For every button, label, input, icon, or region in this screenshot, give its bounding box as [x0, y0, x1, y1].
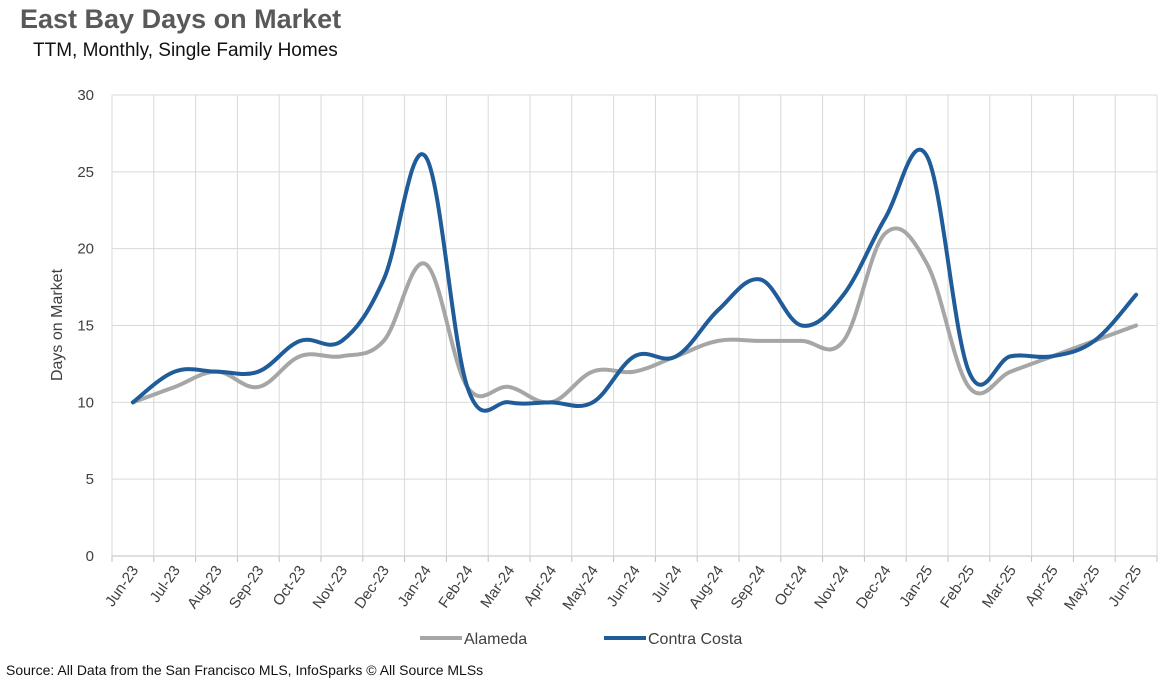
x-tick-label: Feb-24 [435, 563, 476, 612]
legend: Alameda Contra Costa [420, 631, 742, 648]
x-tick-label: Aug-23 [184, 563, 226, 612]
legend-label-contra-costa: Contra Costa [648, 631, 742, 648]
gridlines [111, 94, 1158, 557]
x-tick-label: Mar-24 [477, 563, 518, 612]
x-tick-label: Jun-25 [1105, 563, 1145, 610]
y-tick-label: 15 [77, 318, 94, 335]
x-tick-label: Jun-24 [604, 563, 644, 610]
series-lines [130, 147, 1139, 413]
series-line-contra-costa [130, 147, 1139, 413]
x-tick-label: Dec-23 [351, 563, 393, 612]
chart-subtitle: TTM, Monthly, Single Family Homes [33, 40, 338, 61]
x-tick-label: Nov-24 [811, 563, 853, 612]
x-tick-label: Aug-24 [686, 563, 728, 612]
x-tick-label: Jan-25 [896, 563, 936, 610]
legend-label-alameda: Alameda [464, 631, 527, 648]
y-axis-title: Days on Market [49, 268, 66, 381]
x-tick-label: Nov-23 [310, 563, 352, 612]
x-tick-label: Apr-24 [520, 563, 560, 610]
y-tick-label: 10 [77, 394, 94, 411]
y-tick-label: 20 [77, 241, 94, 258]
x-tick-label: Jul-24 [648, 563, 685, 606]
x-tick-label: May-25 [1061, 563, 1104, 614]
x-tick-label: Mar-25 [979, 563, 1020, 612]
chart-title: East Bay Days on Market [20, 4, 342, 34]
x-tick-label: Dec-24 [853, 563, 895, 612]
x-tick-label: Oct-23 [270, 563, 310, 610]
y-tick-label: 0 [86, 548, 94, 565]
x-tick-label: Oct-24 [771, 563, 811, 610]
source-note: Source: All Data from the San Francisco … [6, 662, 484, 678]
x-tick-label: Jun-23 [102, 563, 142, 610]
x-tick-label: Apr-25 [1022, 563, 1062, 610]
y-tick-label: 30 [77, 87, 94, 104]
x-tick-label: Sep-23 [226, 563, 268, 612]
y-tick-label: 25 [77, 164, 94, 181]
x-tick-label: Sep-24 [728, 563, 770, 612]
series-line-alameda [130, 226, 1139, 405]
x-tick-label: May-24 [559, 563, 602, 614]
y-tick-label: 5 [86, 471, 94, 488]
x-tick-label: Jul-23 [147, 563, 184, 606]
x-tick-label: Feb-25 [937, 563, 978, 612]
x-tick-label: Jan-24 [395, 563, 435, 610]
